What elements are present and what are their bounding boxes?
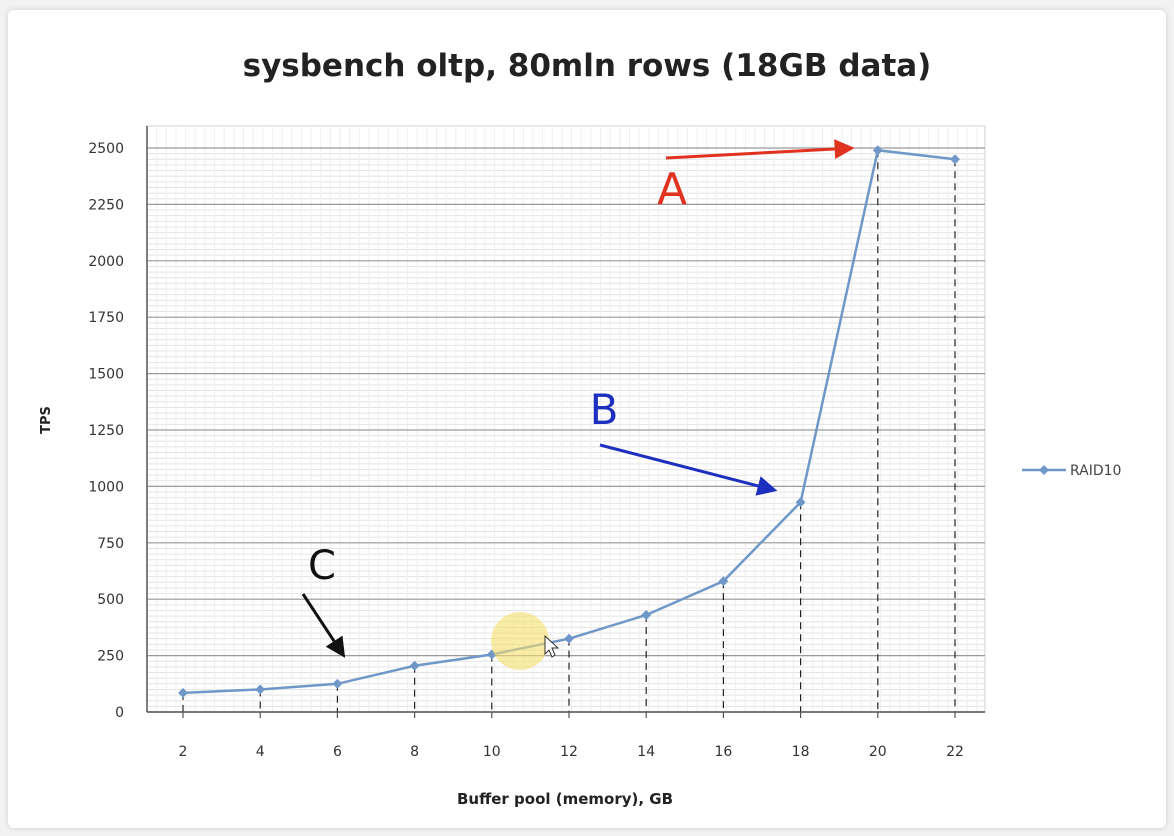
y-tick-label: 500 — [97, 592, 124, 608]
data-point — [255, 684, 266, 695]
legend-marker — [1039, 465, 1049, 475]
y-tick-label: 1500 — [88, 367, 124, 383]
legend-label: RAID10 — [1070, 463, 1121, 479]
x-tick-label: 10 — [483, 744, 501, 760]
x-tick-label: 18 — [792, 744, 810, 760]
chart-title: sysbench oltp, 80mln rows (18GB data) — [242, 48, 932, 84]
cursor-halo — [491, 612, 549, 670]
data-point — [332, 678, 343, 689]
annotation-arrowhead — [834, 139, 855, 160]
x-tick-label: 14 — [637, 744, 655, 760]
data-point — [872, 145, 883, 156]
y-tick-label: 2000 — [88, 254, 124, 270]
series-raid10 — [178, 145, 960, 698]
x-tick-label: 20 — [869, 744, 887, 760]
y-tick-labels: 0 250 500 750 1000 1250 1500 1750 2000 2250 2500 — [88, 141, 124, 721]
data-point — [950, 154, 960, 165]
annotation-label: B — [590, 385, 619, 434]
y-tick-label: 2250 — [88, 197, 124, 213]
x-tick-label: 4 — [256, 744, 265, 760]
annotation-arrow-shaft — [301, 593, 336, 642]
y-tick-label: 1750 — [88, 310, 124, 326]
drop-lines — [182, 150, 956, 712]
y-tick-label: 2500 — [88, 141, 124, 157]
x-tick-label: 2 — [179, 744, 188, 760]
data-point — [718, 576, 729, 587]
x-axis-label: Buffer pool (memory), GB — [457, 790, 673, 808]
x-tick-label: 16 — [714, 744, 732, 760]
x-tick-labels: 2 4 6 8 10 12 14 16 18 20 22 — [179, 712, 964, 760]
y-axis-label: TPS — [39, 406, 54, 434]
data-point — [178, 687, 188, 698]
y-tick-label: 1000 — [88, 479, 124, 495]
grid — [146, 125, 986, 713]
cursor-highlight — [491, 612, 560, 670]
data-point — [409, 660, 420, 671]
data-point — [641, 610, 652, 620]
annotation-arrow-shaft — [599, 443, 759, 488]
annotation-arrowhead — [325, 635, 346, 658]
y-tick-label: 750 — [97, 536, 124, 552]
x-tick-label: 22 — [946, 744, 964, 760]
data-point — [564, 633, 574, 644]
y-tick-label: 0 — [115, 705, 124, 721]
annotation-arrowhead — [755, 476, 778, 496]
legend: RAID10 — [1022, 463, 1121, 479]
annotation-arrow-shaft — [665, 147, 835, 160]
y-tick-label: 1250 — [88, 423, 124, 439]
x-tick-label: 12 — [560, 744, 578, 760]
x-tick-label: 6 — [333, 744, 342, 760]
x-tick-label: 8 — [410, 744, 419, 760]
annotation-label: C — [308, 543, 336, 589]
annotation-label: A — [657, 164, 687, 215]
y-tick-label: 250 — [97, 649, 124, 665]
data-point — [795, 497, 806, 508]
annotations: A B C — [301, 139, 855, 658]
mouse-pointer-icon — [544, 634, 560, 658]
